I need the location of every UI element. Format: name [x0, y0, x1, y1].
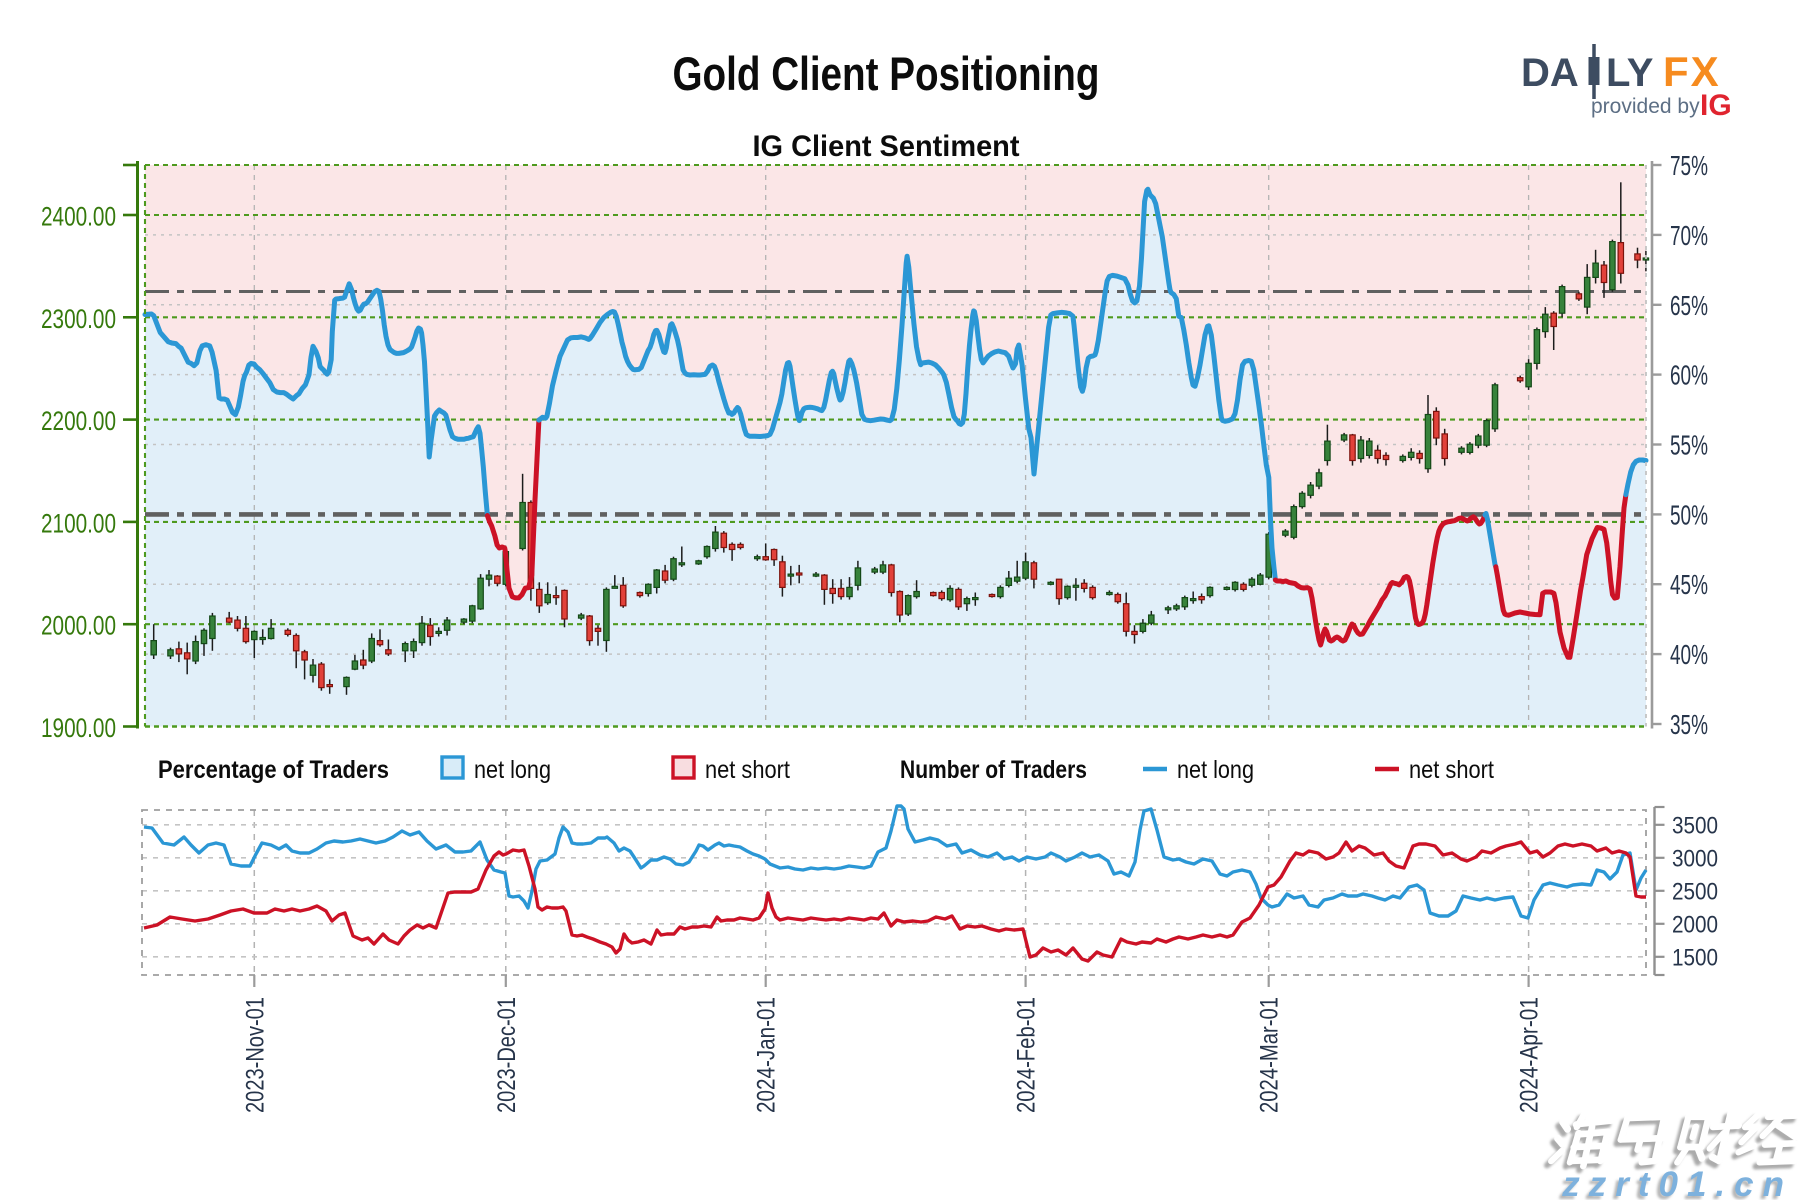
svg-text:2100.00: 2100.00 [41, 508, 116, 538]
svg-text:zzrt01.cn: zzrt01.cn [1561, 1165, 1793, 1200]
svg-text:2000.00: 2000.00 [41, 611, 116, 641]
svg-text:70%: 70% [1670, 220, 1708, 251]
svg-text:provided by: provided by [1591, 95, 1700, 118]
svg-text:2024-Feb-01: 2024-Feb-01 [1013, 997, 1041, 1113]
svg-text:IG: IG [1700, 89, 1732, 122]
svg-text:net long: net long [1177, 756, 1254, 784]
svg-text:65%: 65% [1670, 290, 1708, 321]
svg-text:FX: FX [1663, 48, 1721, 95]
svg-text:Number of Traders: Number of Traders [900, 756, 1087, 784]
svg-text:3000: 3000 [1672, 845, 1718, 872]
svg-text:2023-Nov-01: 2023-Nov-01 [241, 997, 269, 1113]
svg-text:55%: 55% [1670, 430, 1708, 461]
svg-text:2024-Jan-01: 2024-Jan-01 [753, 997, 781, 1113]
svg-text:2024-Apr-01: 2024-Apr-01 [1516, 997, 1544, 1113]
svg-text:75%: 75% [1670, 150, 1708, 181]
svg-text:2500: 2500 [1672, 878, 1718, 905]
svg-text:60%: 60% [1670, 360, 1708, 391]
svg-text:Percentage of Traders: Percentage of Traders [158, 756, 389, 784]
svg-text:DA: DA [1521, 51, 1579, 95]
svg-text:2200.00: 2200.00 [41, 406, 116, 436]
svg-text:45%: 45% [1670, 569, 1708, 600]
svg-text:1900.00: 1900.00 [41, 713, 116, 743]
svg-text:2000: 2000 [1672, 911, 1718, 938]
svg-text:net short: net short [705, 756, 790, 784]
svg-text:2400.00: 2400.00 [41, 202, 116, 232]
svg-text:3500: 3500 [1672, 812, 1718, 839]
svg-text:1500: 1500 [1672, 944, 1718, 971]
svg-text:2300.00: 2300.00 [41, 304, 116, 334]
svg-text:LY: LY [1606, 51, 1654, 95]
svg-text:net short: net short [1409, 756, 1494, 784]
svg-text:40%: 40% [1670, 639, 1708, 670]
svg-text:IG Client Sentiment: IG Client Sentiment [753, 130, 1020, 163]
svg-text:50%: 50% [1670, 499, 1708, 530]
svg-text:Gold Client Positioning: Gold Client Positioning [673, 47, 1100, 100]
svg-text:net long: net long [474, 756, 551, 784]
svg-text:35%: 35% [1670, 709, 1708, 740]
svg-text:zzrt01.cn: zzrt01.cn [1558, 1168, 1790, 1200]
svg-text:2023-Dec-01: 2023-Dec-01 [493, 997, 521, 1113]
svg-text:2024-Mar-01: 2024-Mar-01 [1256, 997, 1284, 1113]
